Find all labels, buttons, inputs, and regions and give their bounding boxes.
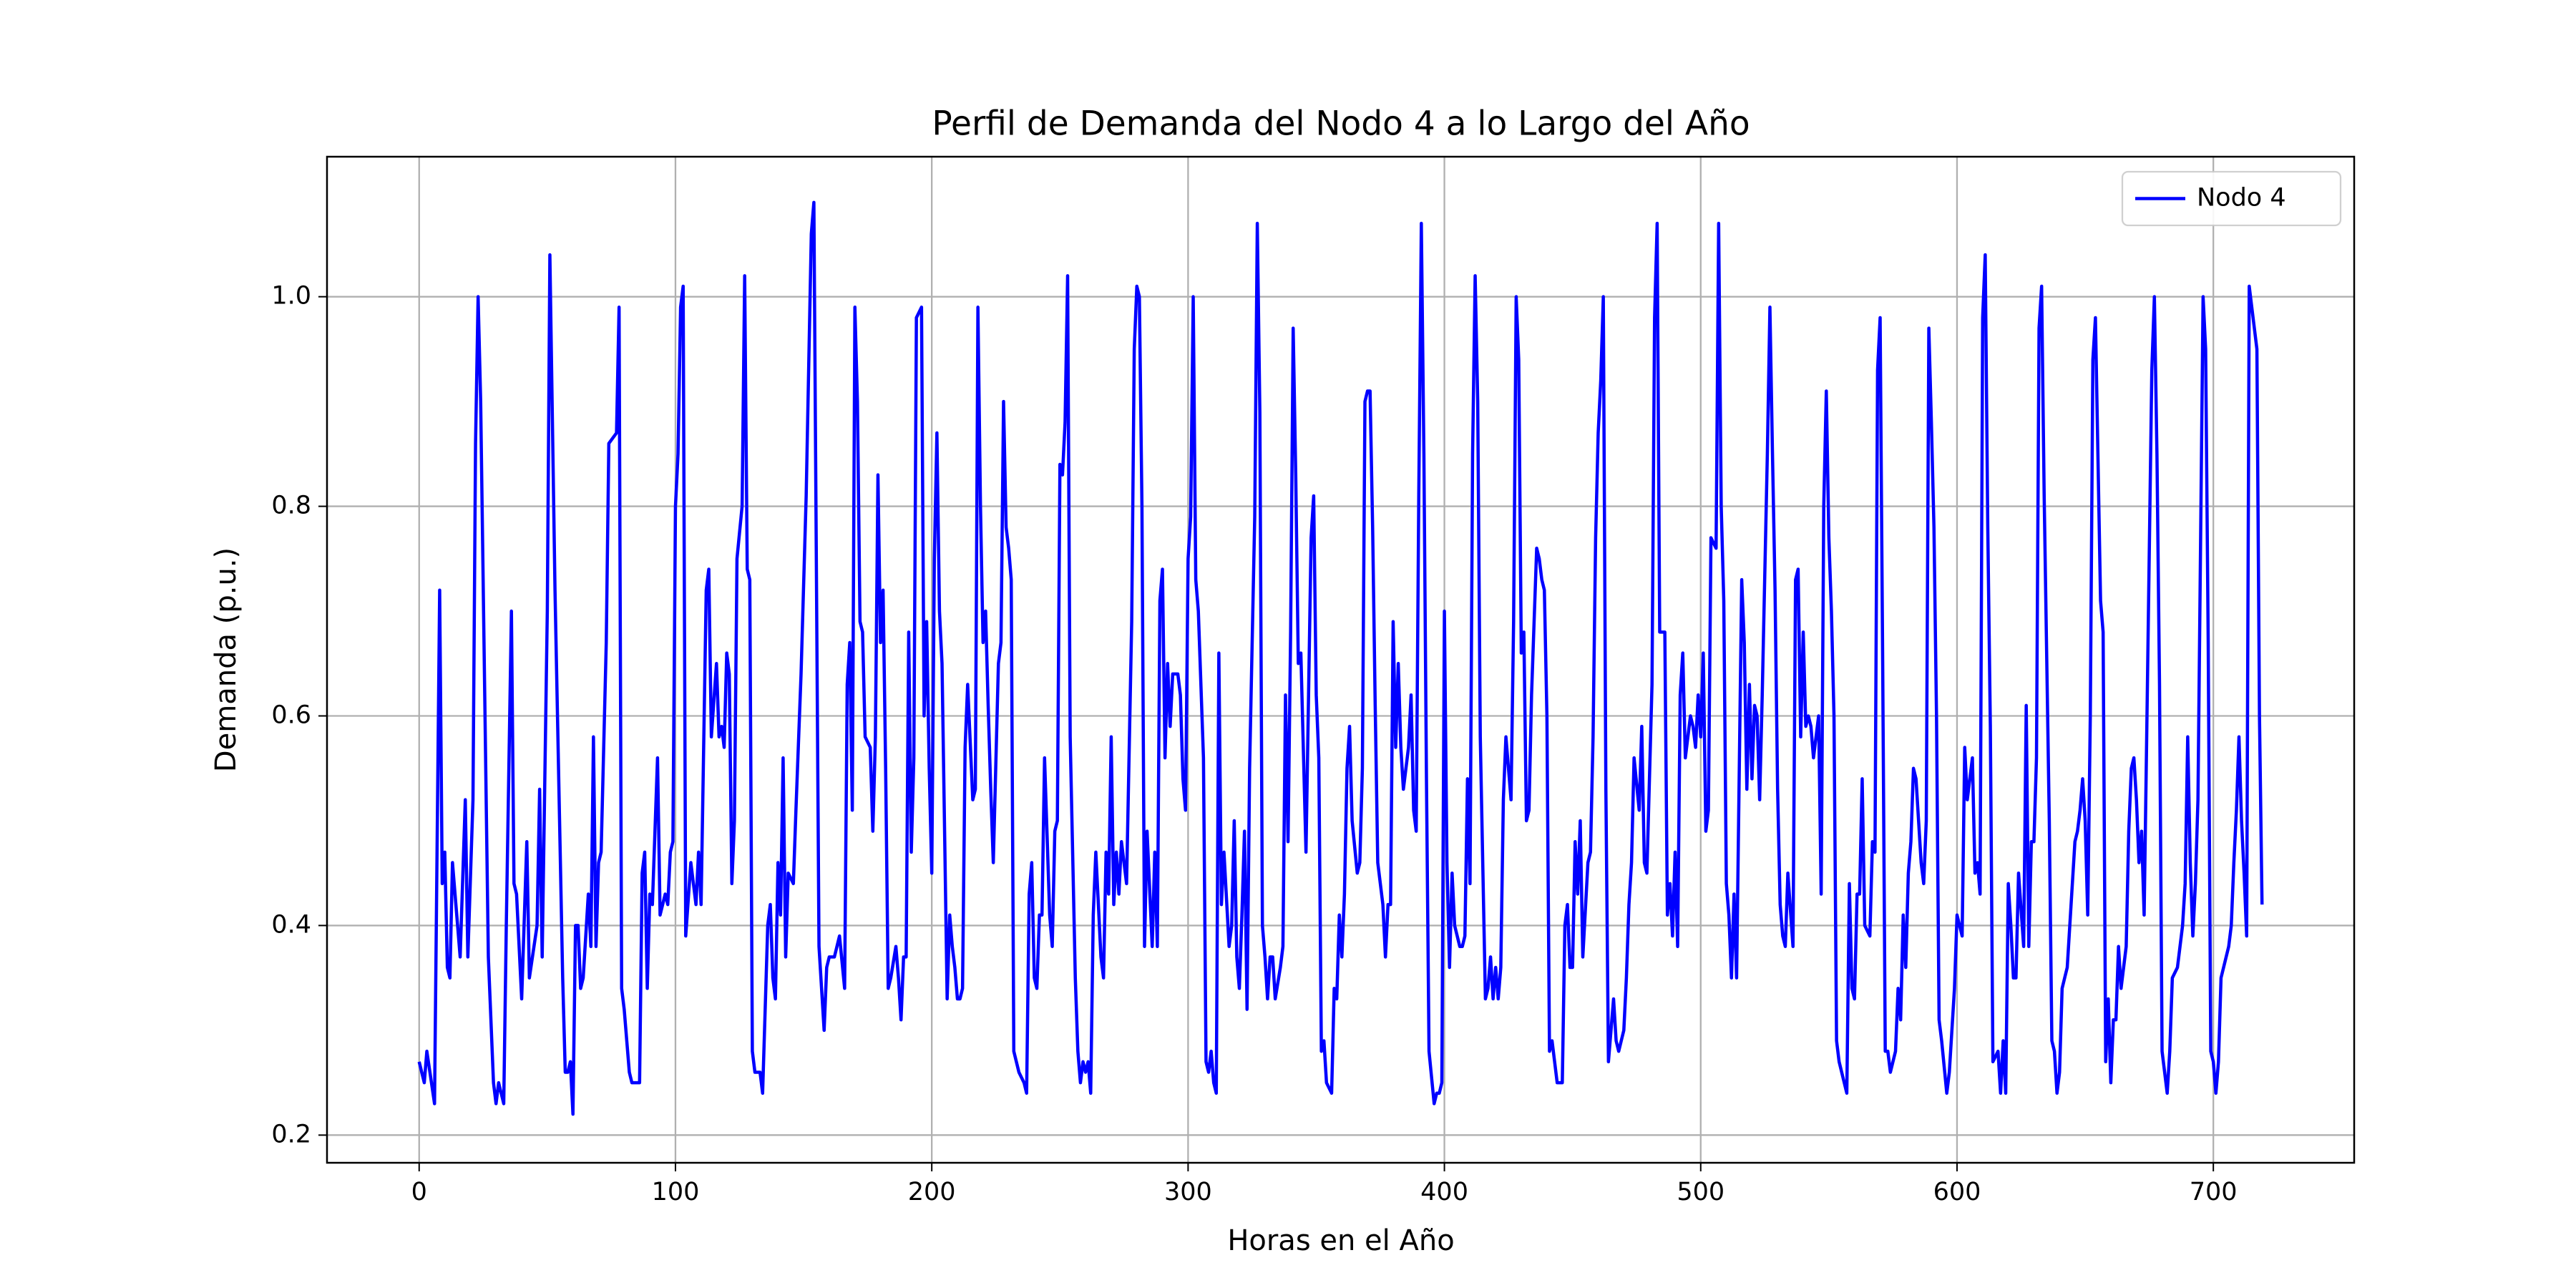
- x-tick-label: 100: [652, 1178, 700, 1206]
- y-tick-label: 0.2: [271, 1120, 311, 1148]
- x-tick-label: 300: [1164, 1178, 1212, 1206]
- legend-label: Nodo 4: [2197, 184, 2286, 213]
- x-axis-label: Horas en el Año: [1227, 1224, 1454, 1257]
- x-tick-label: 500: [1677, 1178, 1724, 1206]
- chart-title: Perfil de Demanda del Nodo 4 a lo Largo …: [932, 104, 1750, 144]
- data-line: [417, 200, 2264, 1116]
- y-tick-label: 0.4: [271, 910, 311, 939]
- y-tick-label: 1.0: [271, 282, 311, 311]
- x-tick-label: 700: [2190, 1178, 2238, 1206]
- x-tick-label: 600: [1933, 1178, 1981, 1206]
- y-tick-label: 0.8: [271, 492, 311, 520]
- legend-box: [2121, 170, 2342, 227]
- plot-frame: [326, 155, 2356, 1164]
- y-axis-label: Demanda (p.u.): [210, 547, 243, 772]
- y-tick-label: 0.6: [271, 701, 311, 730]
- x-tick-label: 0: [411, 1178, 427, 1206]
- x-tick-label: 400: [1420, 1178, 1468, 1206]
- x-tick-label: 200: [908, 1178, 956, 1206]
